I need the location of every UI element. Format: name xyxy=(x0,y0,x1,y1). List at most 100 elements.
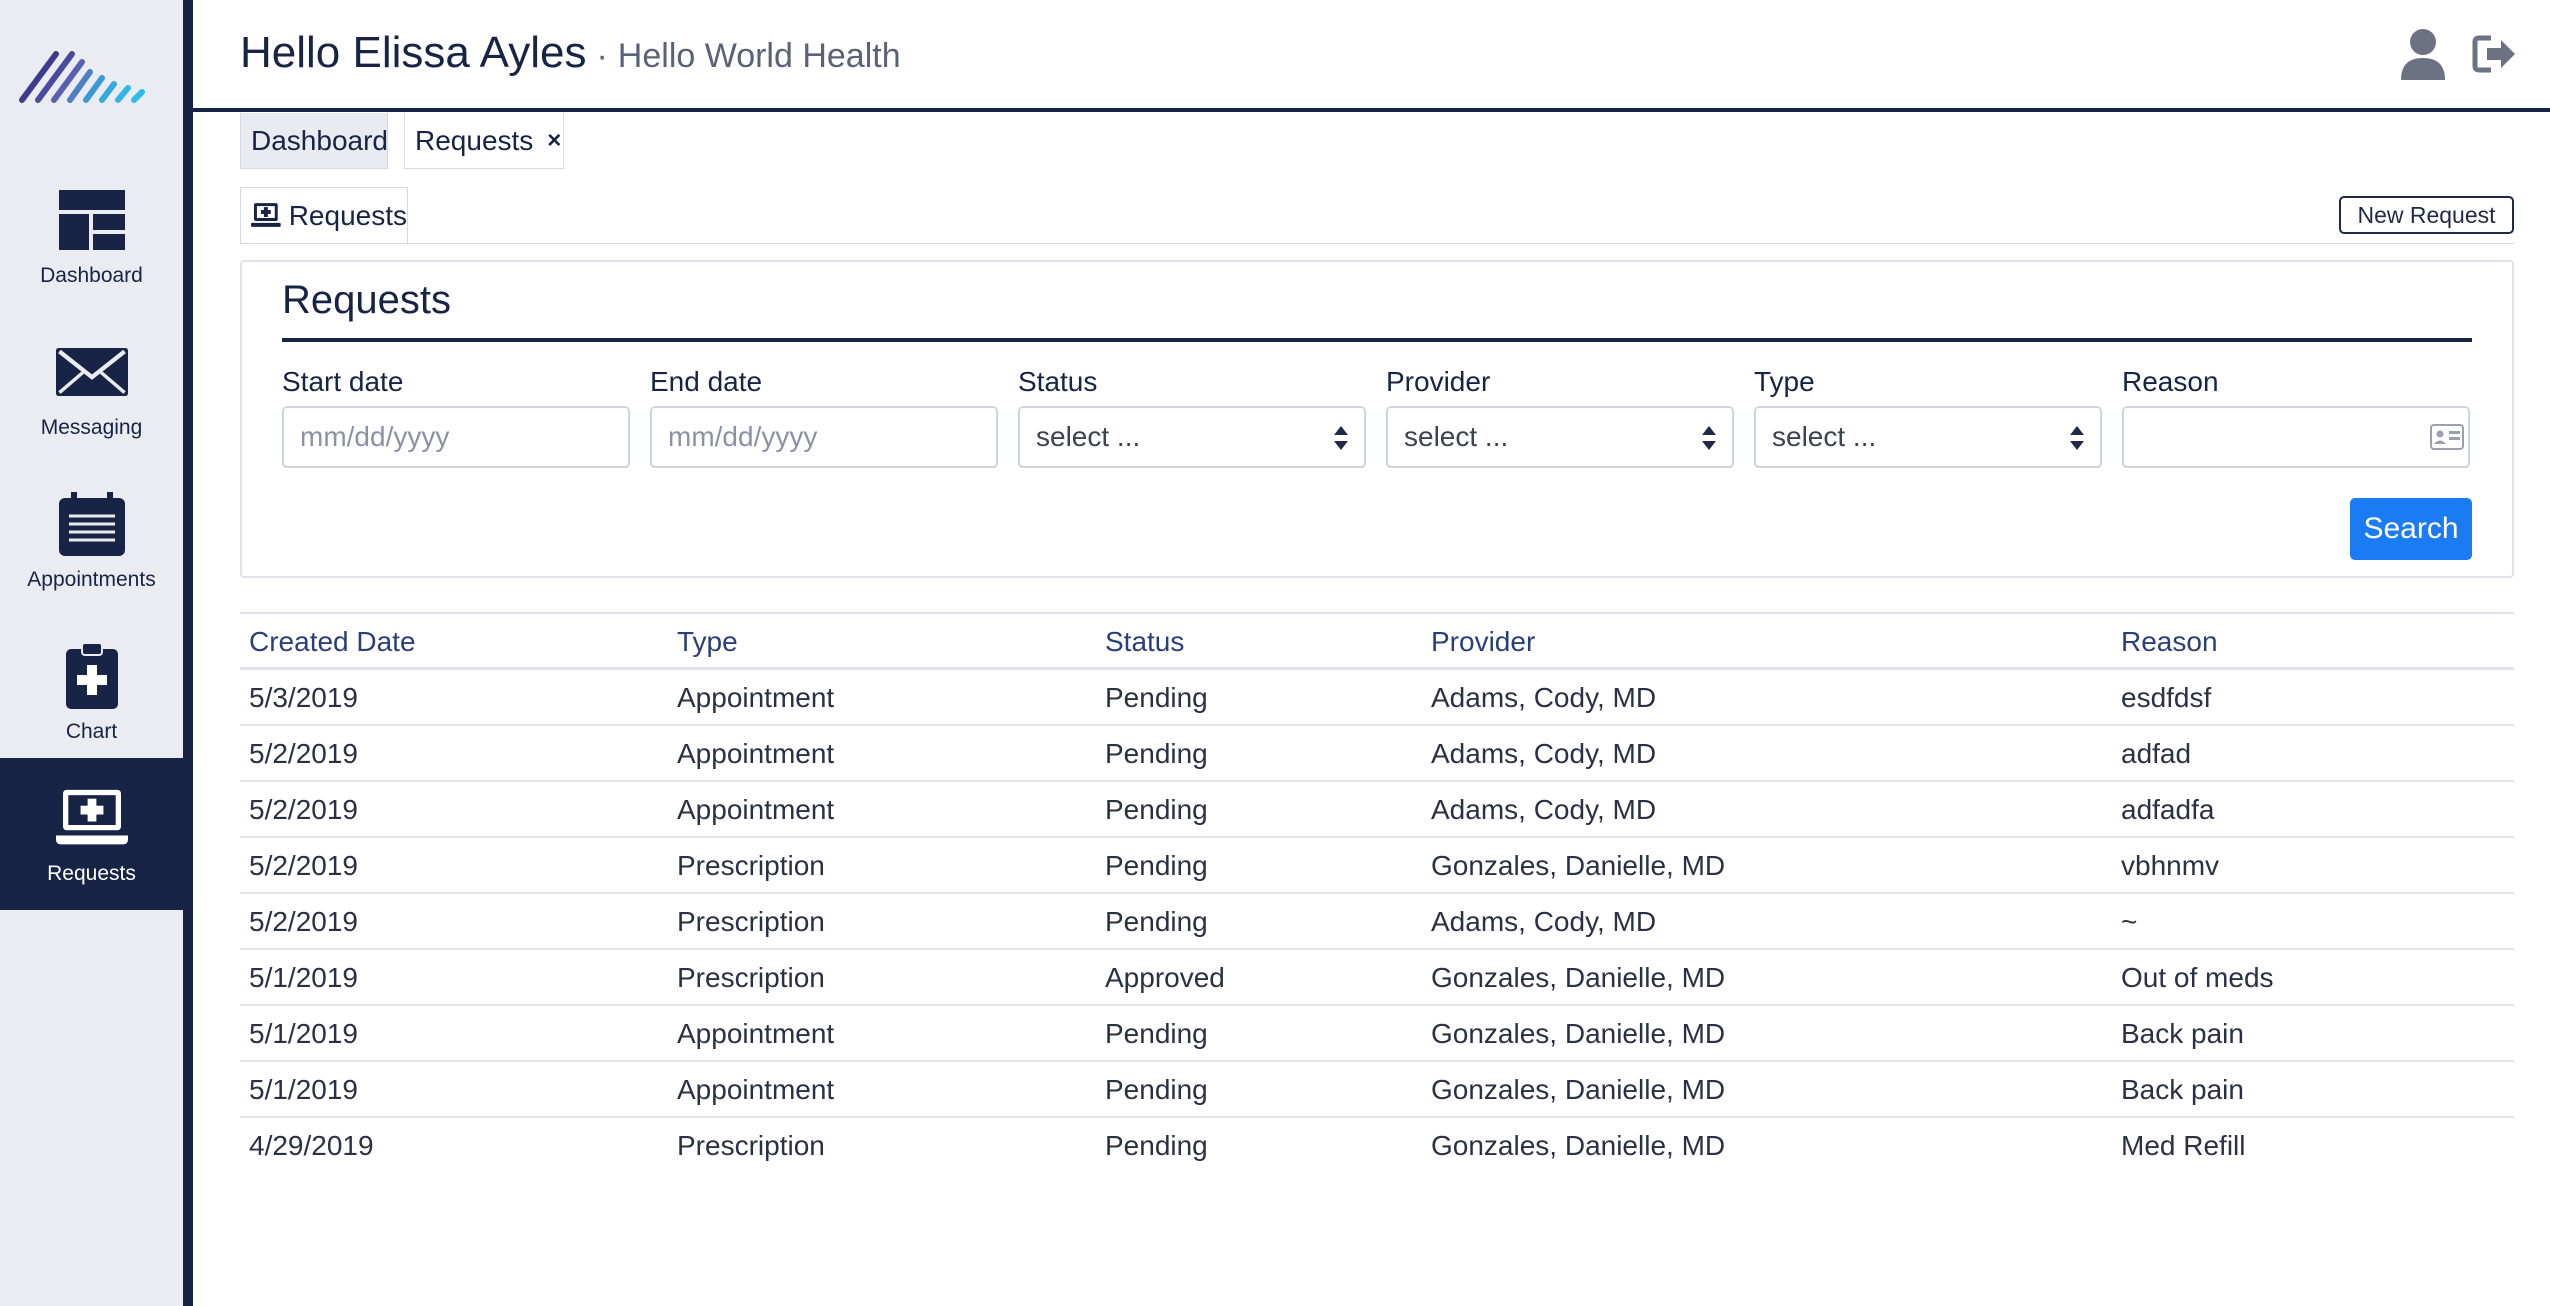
table-row[interactable]: 5/2/2019 Appointment Pending Adams, Cody, M… xyxy=(240,726,2514,782)
end-date-input[interactable]: mm/dd/yyyy xyxy=(650,406,998,468)
start-date-input[interactable]: mm/dd/yyyy xyxy=(282,406,630,468)
table-row[interactable]: 5/3/2019 Appointment Pending Adams, Cody, M… xyxy=(240,670,2514,726)
placeholder: mm/dd/yyyy xyxy=(300,421,450,452)
cell-status: Pending xyxy=(1105,1130,1208,1161)
subtab-requests[interactable]: Requests xyxy=(240,187,408,244)
cell-provider: Gonzales, Danielle, MD xyxy=(1431,1074,1726,1105)
provider-select[interactable]: select ... xyxy=(1386,406,1734,468)
table-row[interactable]: 5/1/2019 Prescription Approved Gonzales, Da… xyxy=(240,950,2514,1006)
sidebar-item-dashboard[interactable]: Dashboard xyxy=(0,160,183,312)
field-label: Start date xyxy=(282,366,404,397)
sidebar: Dashboard Messaging Appointments Chart R… xyxy=(0,0,183,1306)
cell-reason: ~ xyxy=(2121,906,2138,937)
cell-provider: Adams, Cody, MD xyxy=(1431,794,1657,825)
placeholder: mm/dd/yyyy xyxy=(668,421,818,452)
cell-status: Pending xyxy=(1105,738,1208,769)
cell-reason: Med Refill xyxy=(2121,1130,2246,1161)
selected-value: select ... xyxy=(1036,421,1141,452)
reason-input[interactable] xyxy=(2122,406,2470,468)
sidebar-item-label: Messaging xyxy=(40,416,143,439)
cell-reason: esdfdsf xyxy=(2121,682,2212,713)
cell-provider: Adams, Cody, MD xyxy=(1431,738,1657,769)
field-label: Reason xyxy=(2122,366,2219,397)
sign-out-icon[interactable] xyxy=(2471,28,2519,80)
column-header-provider[interactable]: Provider xyxy=(1431,626,1536,657)
sidebar-item-label: Requests xyxy=(47,862,136,885)
title-separator: · xyxy=(596,37,608,75)
column-header-created-date[interactable]: Created Date xyxy=(249,626,416,657)
sidebar-item-requests[interactable]: Requests xyxy=(0,758,183,910)
start-date-field: Start date mm/dd/yyyy xyxy=(282,366,630,468)
cell-type: Prescription xyxy=(677,1130,825,1161)
cell-reason: adfad xyxy=(2121,738,2192,769)
new-request-button[interactable]: New Request xyxy=(2339,196,2514,234)
table-row[interactable]: 5/2/2019 Appointment Pending Adams, Cody, M… xyxy=(240,782,2514,838)
cell-type: Appointment xyxy=(677,1074,835,1105)
type-field: Type select ... xyxy=(1754,366,2102,468)
cell-status: Pending xyxy=(1105,682,1208,713)
table-header: Created Date Type Status Provider Reason xyxy=(240,612,2514,670)
cell-type: Prescription xyxy=(677,962,825,993)
cell-type: Appointment xyxy=(677,738,835,769)
tab-dashboard[interactable]: Dashboard xyxy=(240,113,388,169)
divider xyxy=(240,243,2514,244)
table-row[interactable]: 5/2/2019 Prescription Pending Adams, Cody, … xyxy=(240,894,2514,950)
cell-reason: Back pain xyxy=(2121,1074,2244,1105)
field-label: Provider xyxy=(1386,366,1491,397)
status-select[interactable]: select ... xyxy=(1018,406,1366,468)
column-header-type[interactable]: Type xyxy=(677,626,738,657)
page-title: Hello Elissa Ayles · Hello World Health xyxy=(240,28,901,78)
cell-status: Approved xyxy=(1105,962,1225,993)
close-icon[interactable]: × xyxy=(547,126,562,154)
selected-value: select ... xyxy=(1772,421,1877,452)
table-row[interactable]: 4/29/2019 Prescription Pending Gonzales, Da… xyxy=(240,1118,2514,1174)
filter-panel: Requests Start date mm/dd/yyyy End date … xyxy=(240,260,2514,578)
field-label: End date xyxy=(650,366,763,397)
field-label: Status xyxy=(1018,366,1098,397)
table-body: 5/3/2019 Appointment Pending Adams, Cody, M… xyxy=(240,670,2514,1174)
cell-created-date: 4/29/2019 xyxy=(249,1130,374,1161)
sort-caret-icon xyxy=(1334,426,1348,450)
cell-status: Pending xyxy=(1105,1018,1208,1049)
provider-field: Provider select ... xyxy=(1386,366,1734,468)
sidebar-item-label: Dashboard xyxy=(40,264,143,287)
table-row[interactable]: 5/1/2019 Appointment Pending Gonzales, Dani… xyxy=(240,1006,2514,1062)
sidebar-item-chart[interactable]: Chart xyxy=(0,616,183,768)
cell-provider: Adams, Cody, MD xyxy=(1431,906,1657,937)
cell-provider: Gonzales, Danielle, MD xyxy=(1431,850,1726,881)
tab-label: Dashboard xyxy=(251,124,388,156)
table-row[interactable]: 5/1/2019 Appointment Pending Gonzales, Dani… xyxy=(240,1062,2514,1118)
divider xyxy=(282,338,2472,342)
sort-caret-icon xyxy=(2070,426,2084,450)
cell-created-date: 5/2/2019 xyxy=(249,738,358,769)
cell-reason: Back pain xyxy=(2121,1018,2244,1049)
cell-type: Prescription xyxy=(677,906,825,937)
column-header-status[interactable]: Status xyxy=(1105,626,1185,657)
type-select[interactable]: select ... xyxy=(1754,406,2102,468)
sidebar-item-messaging[interactable]: Messaging xyxy=(0,312,183,464)
tab-requests[interactable]: Requests × xyxy=(404,113,564,169)
subtab-label: Requests xyxy=(288,199,407,231)
cell-created-date: 5/1/2019 xyxy=(249,962,358,993)
cell-provider: Gonzales, Danielle, MD xyxy=(1431,962,1726,993)
sidebar-item-appointments[interactable]: Appointments xyxy=(0,464,183,616)
cell-created-date: 5/1/2019 xyxy=(249,1074,358,1105)
cell-type: Appointment xyxy=(677,794,835,825)
table-row[interactable]: 5/2/2019 Prescription Pending Gonzales, Dan… xyxy=(240,838,2514,894)
cell-created-date: 5/1/2019 xyxy=(249,1018,358,1049)
user-icon[interactable] xyxy=(2399,28,2447,80)
cell-type: Appointment xyxy=(677,682,835,713)
cell-status: Pending xyxy=(1105,850,1208,881)
field-label: Type xyxy=(1754,366,1815,397)
cell-created-date: 5/3/2019 xyxy=(249,682,358,713)
sidebar-item-label: Chart xyxy=(65,720,118,743)
cell-reason: Out of meds xyxy=(2121,962,2274,993)
id-card-icon xyxy=(2430,424,2464,450)
sort-caret-icon xyxy=(1702,426,1716,450)
organization-name: Hello World Health xyxy=(617,37,901,75)
laptop-medical-icon xyxy=(251,202,281,227)
cell-provider: Adams, Cody, MD xyxy=(1431,682,1657,713)
search-button[interactable]: Search xyxy=(2350,498,2472,560)
cell-type: Appointment xyxy=(677,1018,835,1049)
column-header-reason[interactable]: Reason xyxy=(2121,626,2218,657)
